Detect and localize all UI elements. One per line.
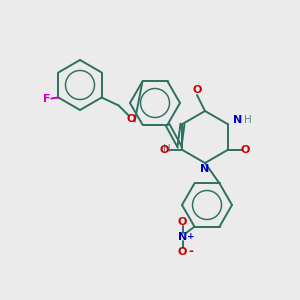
Text: O: O: [178, 217, 187, 227]
Text: N: N: [200, 164, 210, 174]
Text: N: N: [178, 232, 187, 242]
Text: O: O: [127, 113, 136, 124]
Text: N: N: [233, 115, 242, 125]
Text: H: H: [163, 144, 170, 154]
Text: O: O: [160, 145, 169, 155]
Text: H: H: [244, 115, 251, 125]
Text: +: +: [187, 232, 194, 241]
Text: -: -: [188, 245, 193, 258]
Text: O: O: [178, 247, 187, 257]
Text: O: O: [241, 145, 250, 155]
Text: O: O: [192, 85, 202, 95]
Text: F: F: [43, 94, 50, 104]
